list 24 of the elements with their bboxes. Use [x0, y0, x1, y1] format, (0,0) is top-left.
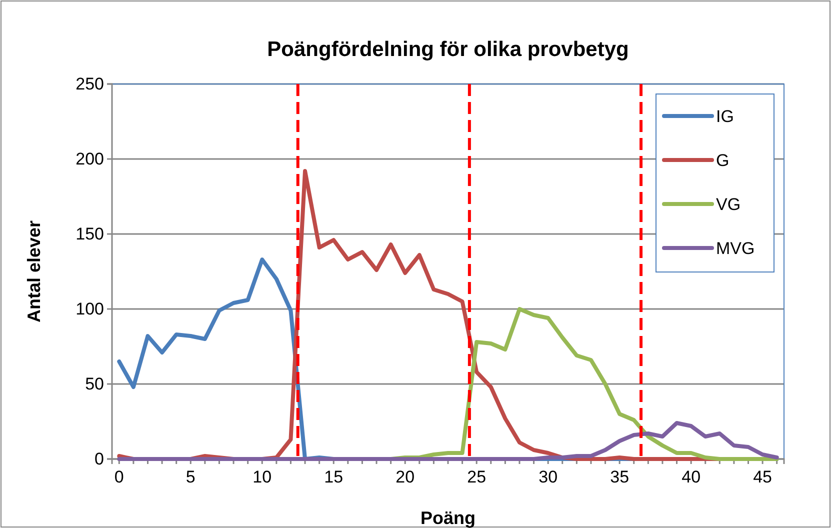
x-tick-label: 35 — [610, 467, 630, 486]
y-tick-label: 200 — [76, 149, 104, 168]
x-tick-label: 20 — [396, 467, 415, 486]
x-tick-label: 15 — [324, 467, 344, 486]
line-series — [117, 421, 779, 461]
x-tick-label: 10 — [252, 467, 272, 486]
x-tick-label: 45 — [753, 467, 772, 486]
legend-label: VG — [716, 195, 741, 214]
y-tick-label: 100 — [76, 299, 104, 318]
y-tick-label: 0 — [94, 449, 104, 468]
x-axis-title: Poäng — [420, 508, 476, 528]
x-tick-label: 5 — [186, 467, 196, 486]
x-tick-label: 0 — [114, 467, 124, 486]
x-tick-label: 30 — [538, 467, 558, 486]
legend-label: IG — [716, 107, 734, 126]
y-tick-label: 250 — [76, 74, 104, 94]
y-tick-label: 150 — [76, 224, 104, 244]
chart-title: Poängfördelning för olika provbetyg — [267, 38, 629, 61]
x-tick-label: 25 — [467, 467, 486, 486]
y-axis-title: Antal elever — [24, 220, 44, 323]
legend-label: MVG — [716, 239, 755, 258]
legend-label: G — [716, 151, 730, 170]
x-tick-label: 40 — [682, 467, 701, 486]
y-tick-label: 50 — [85, 374, 104, 394]
